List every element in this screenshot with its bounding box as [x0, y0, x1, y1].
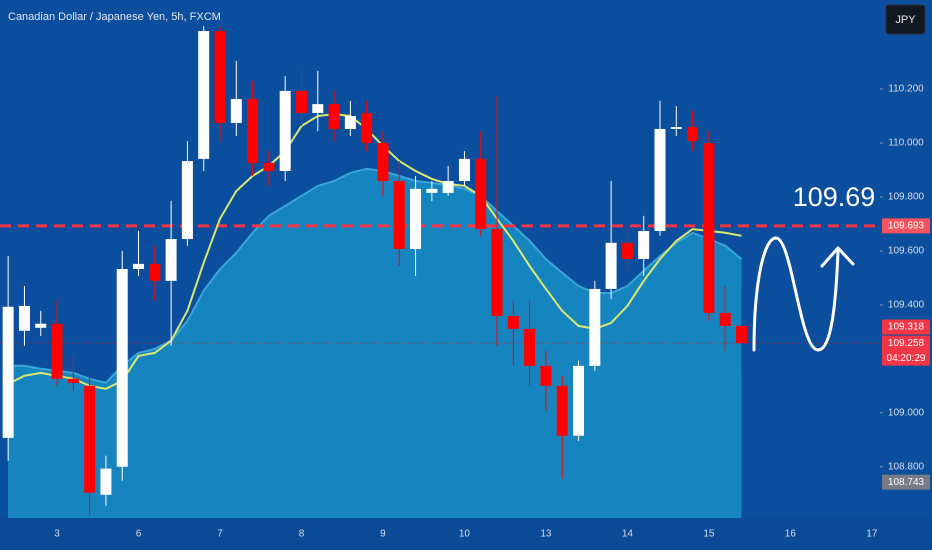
- candle-body: [719, 312, 731, 326]
- candle-body: [589, 288, 601, 366]
- plot-area: [0, 26, 880, 518]
- candle-body: [426, 188, 438, 193]
- x-tick-label: 9: [380, 529, 386, 540]
- candle-body: [670, 127, 682, 129]
- candle-body: [230, 99, 242, 124]
- candle-body: [442, 181, 454, 193]
- axes: 3 6 7 8 9 10 13 14 15 16 17 108.800 109.000 109.400 10…: [54, 84, 930, 540]
- candle-body: [165, 239, 177, 281]
- candle-body: [556, 385, 568, 436]
- y-tick-label: 108.800: [888, 461, 925, 472]
- candle-body: [2, 306, 14, 438]
- candle-body: [638, 230, 650, 259]
- arrow-head: [820, 246, 855, 268]
- candle-body: [393, 181, 405, 250]
- candle-body: [247, 99, 259, 163]
- candle-body: [133, 263, 145, 269]
- x-tick-label: 10: [459, 529, 471, 540]
- candle-body: [507, 315, 519, 329]
- candle-body: [116, 268, 128, 467]
- price-marker-label: 109.258: [888, 338, 925, 349]
- x-tick-label: 8: [299, 529, 305, 540]
- moving-average: [7, 113, 742, 390]
- wave-arrow: [752, 236, 840, 352]
- currency-button-label[interactable]: JPY: [895, 14, 916, 26]
- y-tick-label: 109.000: [888, 407, 925, 418]
- x-tick-label: 13: [540, 529, 552, 540]
- x-tick-label: 3: [54, 529, 60, 540]
- annotation: 109.69: [793, 182, 876, 212]
- candle-body: [475, 158, 487, 230]
- candle-body: [605, 242, 617, 289]
- candle-body: [198, 31, 210, 159]
- x-tick-label: 7: [217, 529, 223, 540]
- candle-body: [573, 365, 585, 436]
- y-tick-label: 109.800: [888, 192, 925, 203]
- y-tick-label: 109.400: [888, 300, 925, 311]
- x-tick-label: 17: [866, 529, 878, 540]
- candle-body: [735, 325, 747, 344]
- y-tick-label: 110.200: [888, 84, 924, 95]
- x-tick-label: 14: [622, 529, 634, 540]
- price-marker: [882, 218, 930, 234]
- candle-body: [621, 242, 633, 259]
- candle-body: [84, 385, 96, 493]
- drawing: 109.69: [752, 182, 876, 352]
- y-tick-label: 110.000: [888, 138, 924, 149]
- price-marker-label: 109.318: [888, 322, 925, 333]
- x-tick-label: 15: [703, 529, 715, 540]
- candle-body: [654, 128, 666, 231]
- candle-body: [312, 104, 324, 114]
- candle-body: [377, 142, 389, 182]
- candle-body: [540, 365, 552, 386]
- countdown: 04:20:29: [887, 353, 926, 364]
- candle-body: [181, 161, 193, 240]
- candle-body: [524, 328, 536, 366]
- candle-body: [491, 229, 503, 316]
- candle-body: [328, 104, 340, 129]
- candle-body: [279, 90, 291, 172]
- candle-body: [214, 31, 226, 124]
- candle-body: [295, 90, 307, 114]
- y-tick-label: 109.600: [888, 246, 925, 257]
- candle-body: [458, 158, 470, 182]
- candle-body: [100, 468, 112, 495]
- candle-body: [687, 127, 699, 142]
- currency-button-box[interactable]: [885, 4, 926, 35]
- candle-body: [18, 305, 30, 331]
- candle-body: [67, 378, 79, 383]
- currency-button[interactable]: JPY: [885, 4, 926, 35]
- candle-body: [410, 188, 422, 250]
- candle-body: [344, 116, 356, 129]
- time-axis: [0, 518, 932, 550]
- price-marker: [882, 319, 930, 335]
- chart-title: Canadian Dollar / Japanese Yen, 5h, FXCM: [8, 11, 221, 23]
- candle-body: [703, 142, 715, 313]
- price-marker-label: 108.743: [888, 477, 925, 488]
- x-tick-label: 16: [785, 529, 797, 540]
- candle-body: [149, 263, 161, 281]
- price-marker: [882, 474, 930, 490]
- candle-body: [361, 113, 373, 143]
- candle-body: [51, 323, 63, 379]
- price-marker-label: 109.693: [888, 220, 925, 231]
- area-edge: [8, 167, 743, 384]
- price-marker: [882, 335, 930, 366]
- x-tick-label: 6: [136, 529, 142, 540]
- candle-body: [35, 323, 47, 328]
- candle-body: [263, 162, 275, 172]
